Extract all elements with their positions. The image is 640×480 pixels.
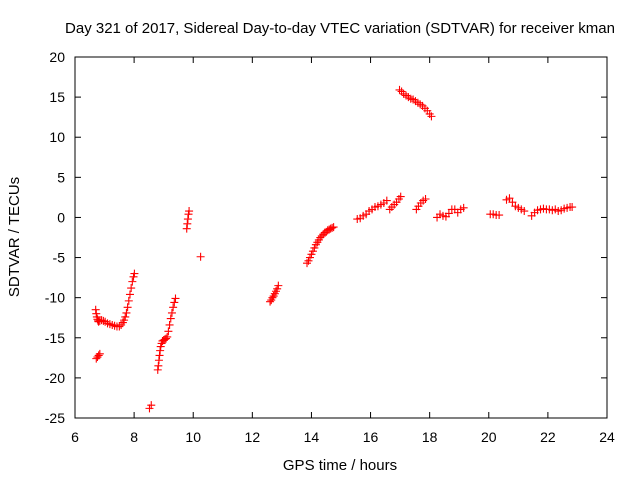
x-tick-label: 20 [481,429,497,445]
y-tick-label: 0 [57,209,65,225]
data-point [155,351,164,360]
data-point [185,207,194,216]
y-axis-label: SDTVAR / TECUs [6,177,23,297]
data-point [154,361,163,370]
x-tick-label: 18 [422,429,438,445]
x-tick-label: 12 [245,429,261,445]
data-point [127,284,136,293]
data-point [421,194,430,203]
data-point [328,223,337,232]
y-tick-label: -25 [45,410,65,426]
data-point [427,112,436,121]
data-point [508,198,517,207]
data-point [125,290,134,299]
data-point [128,277,137,286]
y-tick-label: 10 [49,129,65,145]
data-point [170,298,179,307]
data-point [154,356,163,365]
x-tick-label: 10 [185,429,201,445]
data-point [169,303,178,312]
x-tick-label: 14 [304,429,320,445]
data-point [94,351,103,360]
data-point [91,305,100,314]
data-point [115,322,124,331]
x-tick-label: 16 [363,429,379,445]
x-tick-label: 8 [130,429,138,445]
data-point [153,365,162,374]
data-point [183,219,192,228]
data-point [329,223,338,232]
data-point [396,192,405,201]
data-point [164,327,173,336]
data-point [123,303,132,312]
data-point [156,346,165,355]
data-point [444,209,453,218]
data-point [162,334,171,343]
data-point [505,194,514,203]
data-point [97,316,106,325]
y-tick-label: -5 [53,250,66,266]
data-point [99,316,108,325]
data-point [147,401,156,410]
data-point [122,308,131,317]
data-point [268,293,277,302]
plot-frame [74,56,608,419]
y-tick-label: 15 [49,89,65,105]
data-point [182,224,191,233]
x-axis: 6 8 10 12 14 16 18 20 22 24 [71,57,615,445]
data-point [163,332,172,341]
data-point [166,314,175,323]
data-point [124,296,133,305]
data-point [196,252,205,261]
data-point [520,207,529,216]
x-tick-label: 22 [540,429,556,445]
data-point [95,349,104,358]
data-point [183,215,192,224]
x-tick-label: 6 [71,429,79,445]
y-tick-label: -20 [45,370,65,386]
data-point [395,85,404,94]
y-tick-label: -10 [45,290,65,306]
data-point [130,269,139,278]
y-tick-label: 20 [49,49,65,65]
data-point [459,203,468,212]
data-point [266,297,275,306]
data-point [165,320,174,329]
x-tick-label: 24 [599,429,615,445]
y-tick-label: -15 [45,330,65,346]
data-point [121,312,130,321]
data-point [382,196,391,205]
chart-title: Day 321 of 2017, Sidereal Day-to-day VTE… [65,20,615,37]
x-axis-label: GPS time / hours [283,457,397,474]
data-point [568,203,577,212]
data-point [495,211,504,220]
data-point [171,294,180,303]
data-points [91,85,577,413]
y-tick-label: 5 [57,169,65,185]
data-point [167,308,176,317]
y-axis: -25 -20 -15 -10 -5 0 5 10 15 20 [45,49,607,426]
data-point [274,281,283,290]
